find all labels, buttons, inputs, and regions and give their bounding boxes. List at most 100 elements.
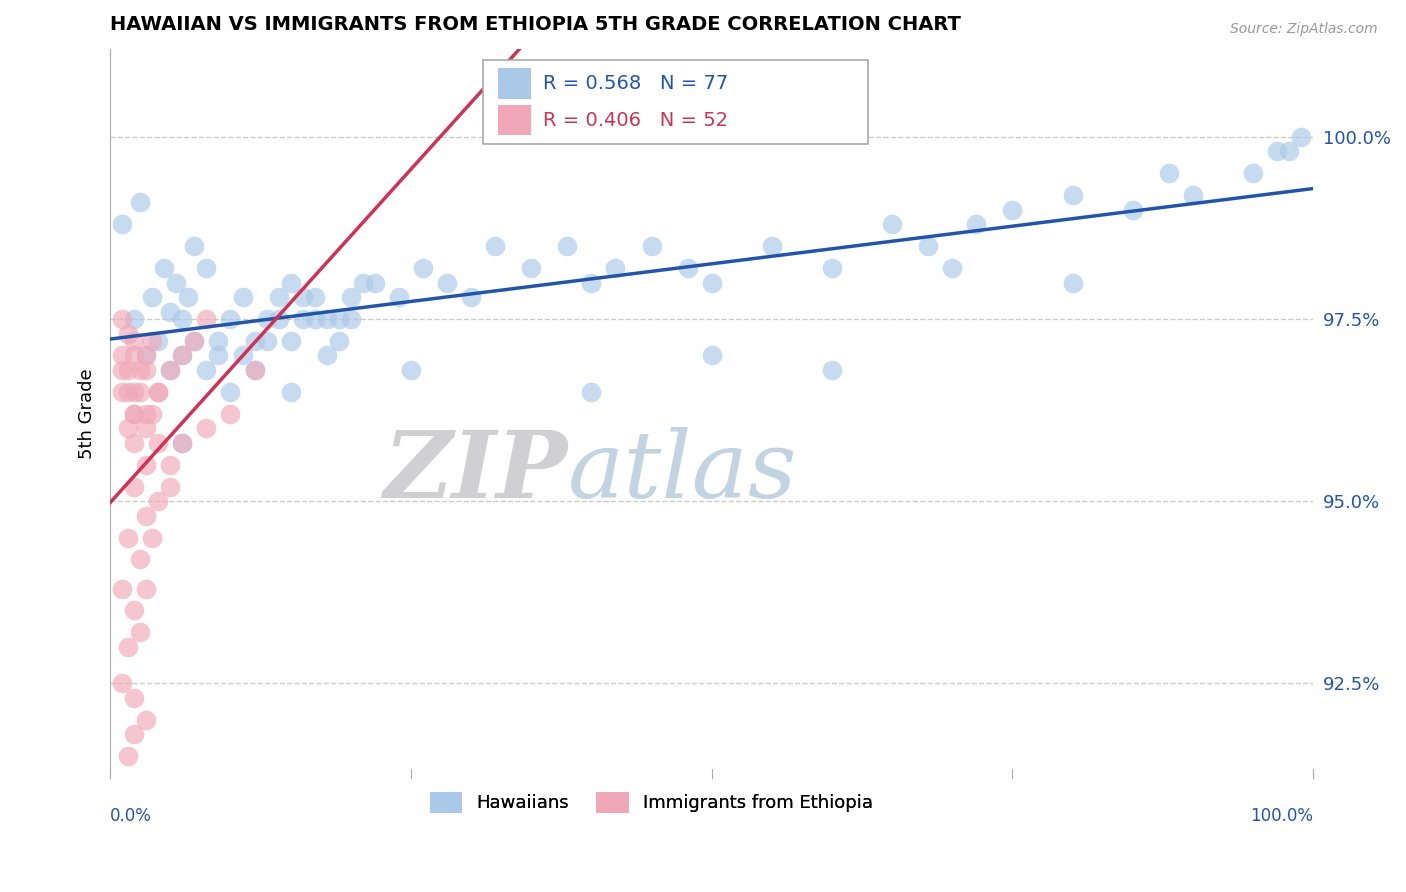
Point [195, 260, 218, 275]
Point [267, 312, 290, 326]
Point [159, 363, 181, 377]
Point [135, 348, 157, 362]
Point [111, 312, 134, 326]
Point [1062, 276, 1084, 290]
Text: 0.0%: 0.0% [110, 807, 152, 825]
Point [172, 435, 194, 450]
Y-axis label: 5th Grade: 5th Grade [79, 368, 96, 459]
Point [1289, 129, 1312, 144]
Point [1278, 145, 1301, 159]
Point [135, 582, 157, 596]
Point [243, 363, 266, 377]
Text: R = 0.406   N = 52: R = 0.406 N = 52 [543, 111, 728, 129]
Point [122, 312, 145, 326]
Point [159, 479, 181, 493]
Point [821, 363, 844, 377]
Point [135, 363, 157, 377]
Point [700, 276, 723, 290]
Point [153, 260, 176, 275]
Point [231, 348, 253, 362]
Point [1001, 202, 1024, 217]
Point [183, 334, 205, 348]
Point [1062, 188, 1084, 202]
Point [135, 508, 157, 523]
Point [148, 334, 170, 348]
Point [219, 407, 242, 421]
Point [122, 334, 145, 348]
Point [412, 260, 434, 275]
Point [122, 690, 145, 705]
Point [122, 407, 145, 421]
Point [195, 421, 218, 435]
Point [207, 348, 229, 362]
Point [882, 217, 904, 231]
Point [135, 458, 157, 472]
Text: atlas: atlas [568, 427, 797, 517]
Point [117, 363, 139, 377]
Point [195, 363, 218, 377]
Text: 100.0%: 100.0% [1250, 807, 1313, 825]
Point [172, 435, 194, 450]
Point [676, 260, 699, 275]
Point [135, 421, 157, 435]
Point [129, 195, 152, 210]
Point [484, 239, 506, 253]
Point [172, 312, 194, 326]
Point [122, 384, 145, 399]
Point [159, 458, 181, 472]
Point [1181, 188, 1204, 202]
Point [122, 727, 145, 741]
Text: HAWAIIAN VS IMMIGRANTS FROM ETHIOPIA 5TH GRADE CORRELATION CHART: HAWAIIAN VS IMMIGRANTS FROM ETHIOPIA 5TH… [110, 15, 962, 34]
FancyBboxPatch shape [498, 69, 531, 99]
Point [821, 260, 844, 275]
FancyBboxPatch shape [498, 105, 531, 136]
Point [159, 304, 181, 318]
Point [129, 384, 152, 399]
Text: Source: ZipAtlas.com: Source: ZipAtlas.com [1230, 22, 1378, 37]
Point [195, 312, 218, 326]
Point [172, 348, 194, 362]
Point [111, 582, 134, 596]
Point [460, 290, 482, 304]
Point [135, 713, 157, 727]
Point [291, 312, 314, 326]
Point [640, 239, 662, 253]
Point [231, 290, 253, 304]
Point [117, 749, 139, 764]
Point [304, 312, 326, 326]
Point [520, 260, 543, 275]
Point [243, 363, 266, 377]
Point [159, 363, 181, 377]
Point [117, 384, 139, 399]
Point [315, 312, 337, 326]
Point [243, 334, 266, 348]
Point [280, 334, 302, 348]
Point [122, 603, 145, 617]
Point [141, 531, 163, 545]
Point [256, 312, 278, 326]
Legend: Hawaiians, Immigrants from Ethiopia: Hawaiians, Immigrants from Ethiopia [423, 785, 880, 820]
Point [122, 348, 145, 362]
Point [141, 334, 163, 348]
Point [364, 276, 387, 290]
Point [388, 290, 411, 304]
Point [111, 217, 134, 231]
Point [700, 348, 723, 362]
Point [111, 676, 134, 690]
Point [129, 552, 152, 566]
Point [399, 363, 422, 377]
Point [557, 239, 579, 253]
Point [352, 276, 374, 290]
Point [141, 407, 163, 421]
Point [219, 312, 242, 326]
Point [117, 326, 139, 341]
Point [117, 421, 139, 435]
Point [917, 239, 939, 253]
Point [339, 312, 361, 326]
Point [304, 290, 326, 304]
Point [122, 435, 145, 450]
Point [135, 407, 157, 421]
Point [183, 334, 205, 348]
Point [219, 384, 242, 399]
Point [148, 384, 170, 399]
